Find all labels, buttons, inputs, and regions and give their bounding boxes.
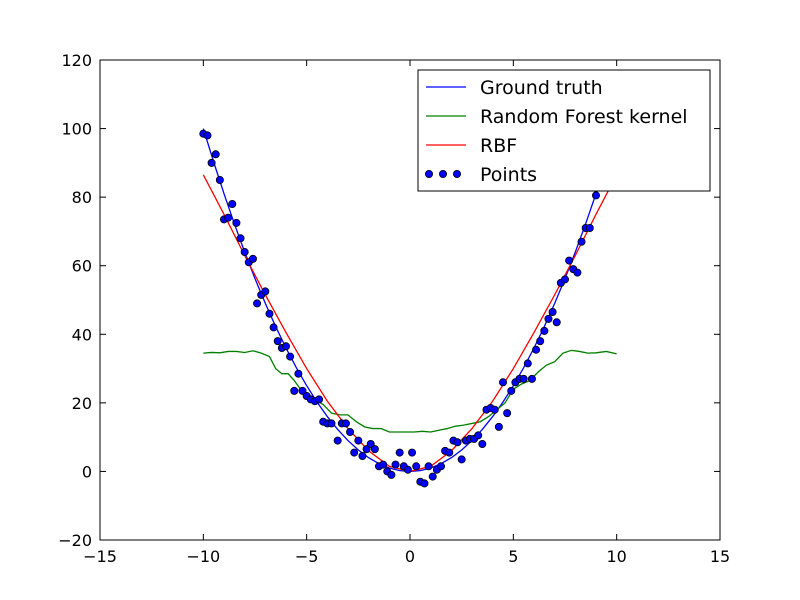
scatter-point bbox=[333, 436, 342, 445]
legend-label: Random Forest kernel bbox=[480, 106, 688, 128]
scatter-point bbox=[379, 460, 388, 469]
y-tick-label: 60 bbox=[72, 257, 92, 276]
x-tick-label: −10 bbox=[186, 547, 220, 566]
scatter-point bbox=[290, 386, 299, 395]
scatter-point bbox=[315, 395, 324, 404]
scatter-point bbox=[436, 462, 445, 471]
scatter-point bbox=[354, 436, 363, 445]
scatter-point bbox=[503, 409, 512, 418]
scatter-point bbox=[498, 378, 507, 387]
scatter-point bbox=[490, 405, 499, 414]
x-tick-label: 5 bbox=[508, 547, 518, 566]
y-tick-label: 40 bbox=[72, 325, 92, 344]
scatter-point bbox=[350, 448, 359, 457]
scatter-point bbox=[408, 448, 417, 457]
scatter-point bbox=[412, 462, 421, 471]
tick-layer: −15 −10 −5 0 5 10 15 −20 0 20 40 60 80 100 120 bbox=[58, 51, 730, 566]
scatter-point bbox=[544, 314, 553, 323]
scatter-point bbox=[494, 422, 503, 431]
scatter-point bbox=[232, 218, 241, 227]
scatter-point bbox=[358, 451, 367, 460]
x-tick-label: 10 bbox=[606, 547, 626, 566]
scatter-point bbox=[236, 234, 245, 243]
scatter-point bbox=[391, 460, 400, 469]
scatter-point bbox=[273, 337, 282, 346]
scatter-point bbox=[261, 287, 270, 296]
scatter-point bbox=[457, 455, 466, 464]
scatter-point bbox=[478, 439, 487, 448]
scatter-point bbox=[215, 175, 224, 184]
scatter-point bbox=[253, 299, 262, 308]
scatter-point bbox=[592, 191, 601, 200]
y-tick-label: 120 bbox=[61, 51, 92, 70]
scatter-point bbox=[403, 465, 412, 474]
scatter-point bbox=[341, 419, 350, 428]
legend-marker-swatch bbox=[452, 169, 461, 178]
y-tick-label: 100 bbox=[61, 120, 92, 139]
legend-label: RBF bbox=[480, 135, 517, 157]
scatter-point bbox=[523, 359, 532, 368]
y-tick-label: 0 bbox=[82, 462, 92, 481]
scatter-point bbox=[281, 342, 290, 351]
scatter-point bbox=[474, 431, 483, 440]
scatter-point bbox=[577, 237, 586, 246]
scatter-point bbox=[424, 462, 433, 471]
scatter-point bbox=[548, 307, 557, 316]
y-tick-label: 80 bbox=[72, 188, 92, 207]
scatter-point bbox=[298, 386, 307, 395]
scatter-point bbox=[240, 247, 249, 256]
scatter-point bbox=[294, 369, 303, 378]
scatter-point bbox=[269, 323, 278, 332]
legend: Ground truth Random Forest kernel RBF Point… bbox=[417, 69, 711, 192]
scatter-point bbox=[387, 470, 396, 479]
legend-marker-swatch bbox=[438, 169, 447, 178]
scatter-point bbox=[207, 158, 216, 167]
y-tick-label: 20 bbox=[72, 394, 92, 413]
scatter-point bbox=[585, 223, 594, 232]
scatter-point bbox=[366, 439, 375, 448]
scatter-point bbox=[519, 374, 528, 383]
scatter-point bbox=[211, 150, 220, 159]
legend-label: Ground truth bbox=[480, 77, 603, 99]
scatter-point bbox=[248, 254, 257, 263]
scatter-layer bbox=[199, 129, 601, 488]
scatter-point bbox=[224, 213, 233, 222]
scatter-point bbox=[573, 268, 582, 277]
x-tick-label: −5 bbox=[295, 547, 319, 566]
scatter-point bbox=[346, 427, 355, 436]
x-tick-label: 15 bbox=[710, 547, 730, 566]
series-line-1 bbox=[203, 349, 617, 433]
scatter-point bbox=[536, 337, 545, 346]
scatter-point bbox=[420, 479, 429, 488]
legend-label: Points bbox=[480, 164, 537, 186]
scatter-point bbox=[327, 419, 336, 428]
scatter-point bbox=[203, 131, 212, 140]
scatter-point bbox=[552, 318, 561, 327]
y-tick-label: −20 bbox=[58, 531, 92, 550]
scatter-point bbox=[265, 309, 274, 318]
scatter-point bbox=[565, 256, 574, 265]
scatter-point bbox=[561, 275, 570, 284]
scatter-point bbox=[395, 448, 404, 457]
scatter-point bbox=[428, 472, 437, 481]
scatter-point bbox=[370, 445, 379, 454]
scatter-point bbox=[286, 352, 295, 361]
legend-box bbox=[417, 69, 711, 192]
x-tick-label: 0 bbox=[405, 547, 415, 566]
scatter-point bbox=[362, 445, 371, 454]
scatter-point bbox=[540, 326, 549, 335]
scatter-point bbox=[228, 199, 237, 208]
scatter-point bbox=[445, 448, 454, 457]
scatter-point bbox=[532, 345, 541, 354]
x-tick-label: −15 bbox=[83, 547, 117, 566]
scatter-point bbox=[507, 386, 516, 395]
legend-marker-swatch bbox=[424, 169, 433, 178]
scatter-point bbox=[453, 438, 462, 447]
scatter-point bbox=[527, 374, 536, 383]
